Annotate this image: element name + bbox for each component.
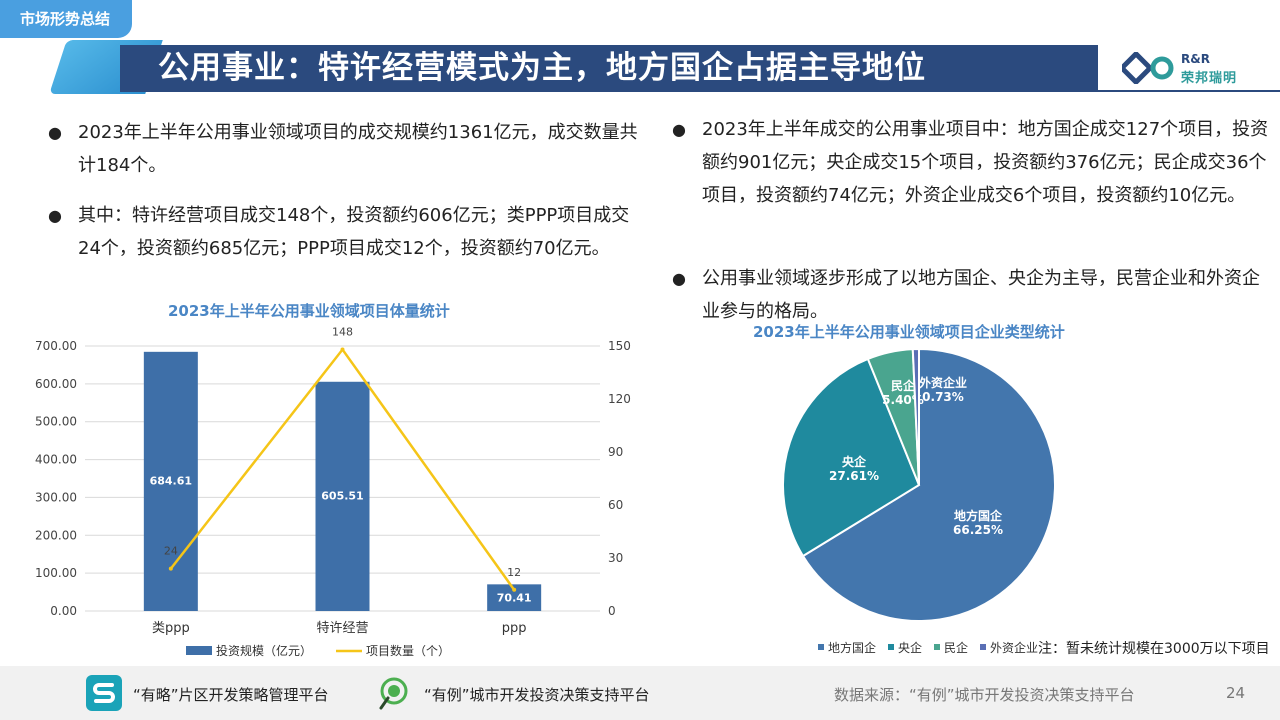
legend-label: 民企 xyxy=(944,640,968,655)
x-tick-label: 特许经营 xyxy=(316,621,368,636)
legend-label: 地方国企 xyxy=(828,640,876,655)
x-tick-label: 类ppp xyxy=(152,621,190,636)
x-tick-label: ppp xyxy=(502,621,527,636)
slice-name-label: 地方国企 xyxy=(954,508,1003,523)
section-tag: 市场形势总结 xyxy=(0,0,132,38)
title-banner xyxy=(120,45,1098,92)
legend-swatch xyxy=(888,644,894,650)
y-left-tick-label: 500.00 xyxy=(35,415,77,429)
bullet-text: 公用事业领域逐步形成了以地方国企、央企为主导，民营企业和外资企业参与的格局。 xyxy=(702,268,1260,322)
line-value-label: 148 xyxy=(332,326,353,339)
slice-value-label: 27.61% xyxy=(829,469,879,483)
page-number: 24 xyxy=(1226,684,1246,702)
slice-name-label: 民企 xyxy=(891,378,916,393)
y-left-tick-label: 0.00 xyxy=(50,604,77,618)
chart-note: 注：暂未统计规模在3000万以下项目 xyxy=(1038,641,1270,657)
logo-text-latin: R&R xyxy=(1181,52,1210,66)
bullet-dot-icon: ● xyxy=(672,269,686,288)
y-right-tick-label: 150 xyxy=(608,339,631,353)
y-right-tick-label: 60 xyxy=(608,498,623,512)
y-left-tick-label: 300.00 xyxy=(35,490,77,504)
legend-swatch xyxy=(980,644,986,650)
legend-bar-swatch xyxy=(186,646,212,655)
bullet-right-2: ● 公用事业领域逐步形成了以地方国企、央企为主导，民营企业和外资企业参与的格局。 xyxy=(672,262,1272,328)
y-left-tick-label: 600.00 xyxy=(35,377,77,391)
slice-value-label: 0.73% xyxy=(922,390,964,404)
bullet-text: 其中：特许经营项目成交148个，投资额约606亿元；类PPP项目成交24个，投资… xyxy=(78,205,630,259)
line-point xyxy=(512,587,517,592)
slice-value-label: 66.25% xyxy=(953,523,1003,537)
slice-name-label: 央企 xyxy=(842,454,867,469)
bar-value-label: 684.61 xyxy=(150,474,192,487)
legend-line-label: 项目数量（个） xyxy=(366,643,450,658)
bar-chart-title: 2023年上半年公用事业领域项目体量统计 xyxy=(168,302,450,320)
legend-label: 央企 xyxy=(898,640,922,655)
bullet-dot-icon: ● xyxy=(48,206,62,225)
bar-value-label: 70.41 xyxy=(497,592,532,605)
legend-bar-label: 投资规模（亿元） xyxy=(216,643,312,658)
y-left-tick-label: 700.00 xyxy=(35,339,77,353)
line-point xyxy=(168,566,173,571)
line-value-label: 24 xyxy=(164,545,178,558)
legend-swatch xyxy=(934,644,940,650)
logo-text-cn: 荣邦瑞明 xyxy=(1181,71,1238,86)
footer-bar xyxy=(0,666,1280,720)
footer-platform-1: “有略”片区开发策略管理平台 xyxy=(133,686,329,704)
line-point xyxy=(340,347,345,352)
bullet-right-1: ● 2023年上半年成交的公用事业项目中：地方国企成交127个项目，投资额约90… xyxy=(672,113,1272,212)
y-right-tick-label: 90 xyxy=(608,445,623,459)
bar-line-chart: 0.00 100.00 200.00 300.00 400.00 500.00 600.00… xyxy=(35,326,631,658)
pie-slice xyxy=(782,357,921,558)
bullet-left-2: ● 其中：特许经营项目成交148个，投资额约606亿元；类PPP项目成交24个，… xyxy=(48,199,638,265)
y-right-tick-label: 0 xyxy=(608,604,616,618)
logo-icon xyxy=(1122,52,1174,84)
bullet-text: 2023年上半年公用事业领域项目的成交规模约1361亿元，成交数量共计184个。 xyxy=(78,122,638,176)
pie-slice xyxy=(911,347,920,486)
bar xyxy=(315,381,370,611)
logo-box xyxy=(1098,45,1280,92)
legend-label: 外资企业 xyxy=(990,640,1038,655)
data-source: 数据来源：“有例”城市开发投资决策支持平台 xyxy=(834,686,1135,704)
strategy-platform-icon xyxy=(86,675,122,711)
bullet-text: 2023年上半年成交的公用事业项目中：地方国企成交127个项目，投资额约901亿… xyxy=(702,119,1269,206)
bullet-dot-icon: ● xyxy=(672,120,686,139)
y-right-tick-label: 30 xyxy=(608,551,623,565)
y-left-tick-label: 100.00 xyxy=(35,566,77,580)
page-title: 公用事业：特许经营模式为主，地方国企占据主导地位 xyxy=(158,50,926,86)
bullet-dot-icon: ● xyxy=(48,123,62,142)
slice-name-label: 外资企业 xyxy=(919,375,967,390)
line-value-label: 12 xyxy=(507,566,521,579)
pie-chart-title: 2023年上半年公用事业领域项目企业类型统计 xyxy=(753,323,1065,341)
bullet-left-1: ● 2023年上半年公用事业领域项目的成交规模约1361亿元，成交数量共计184… xyxy=(48,116,638,182)
bar-value-label: 605.51 xyxy=(321,489,363,502)
pie-slice xyxy=(801,347,1056,622)
y-right-tick-label: 120 xyxy=(608,392,631,406)
y-left-tick-label: 400.00 xyxy=(35,453,77,467)
slice-value-label: 5.40% xyxy=(882,393,924,407)
case-platform-icon xyxy=(379,677,408,710)
y-left-tick-label: 200.00 xyxy=(35,528,77,542)
footer-platform-2: “有例”城市开发投资决策支持平台 xyxy=(424,686,650,704)
legend-swatch xyxy=(818,644,824,650)
